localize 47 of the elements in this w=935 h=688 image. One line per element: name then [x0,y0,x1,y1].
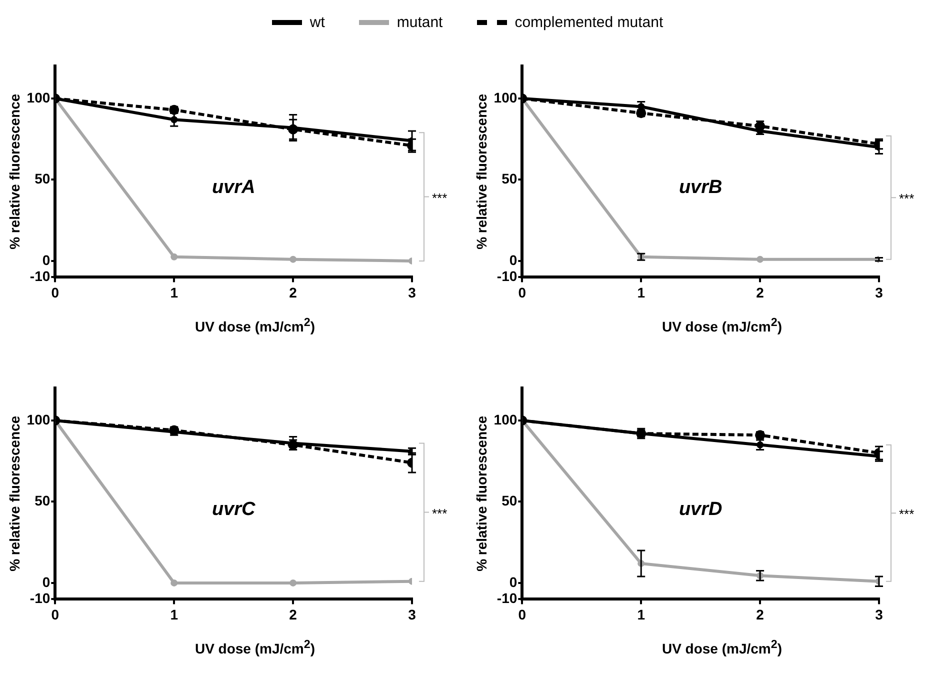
y-tick-label: -10 [30,590,50,606]
x-tick-label: 1 [170,284,178,300]
y-axis-title: % relative fluorescence [473,416,490,572]
y-tick-label: 50 [502,170,518,187]
x-tick-label: 3 [408,284,416,300]
text: *** [899,191,914,206]
x-tick-label: 3 [875,284,884,300]
y-axis-title: % relative fluorescence [6,416,22,572]
y-tick-label: 0 [42,252,50,268]
legend-label: complemented mutant [514,14,664,30]
y-tick-label: 50 [34,170,50,187]
x-tick-label: 3 [408,606,416,622]
x-tick-label: 2 [756,606,764,622]
y-axis-title: % relative fluorescence [6,94,22,250]
legend-label: wt [310,14,325,30]
x-tick-label: 2 [289,284,298,300]
x-tick-label: 3 [875,606,884,622]
text: *** [432,506,448,521]
annotation: uvrD [678,499,722,520]
annotation: uvrA [212,177,256,198]
x-axis-title: UV dose (mJ/cm$^{2}$) [660,638,784,657]
annotation: uvrB [678,177,722,198]
x-axis-title: UV dose (mJ/cm$^{2}$) [194,638,316,657]
y-tick-label: -10 [496,590,518,606]
y-tick-label: 100 [26,411,50,428]
y-tick-label: 0 [509,252,518,268]
x-tick-label: 2 [756,284,764,300]
annotation: uvrC [212,499,256,520]
y-tick-label: -10 [496,268,518,284]
y-tick-label: -10 [30,268,50,284]
y-tick-label: 50 [502,492,518,509]
y-tick-label: 50 [34,492,50,509]
x-axis-title: UV dose (mJ/cm$^{2}$) [660,316,784,335]
y-tick-label: 0 [42,574,50,590]
x-axis-title: UV dose (mJ/cm$^{2}$) [194,316,316,335]
x-tick-label: 2 [289,606,298,622]
x-tick-label: 1 [637,284,646,300]
x-tick-label: 1 [170,606,178,622]
y-tick-label: 100 [26,89,50,106]
y-tick-label: 0 [509,574,518,590]
text: *** [432,190,448,206]
legend-label: mutant [396,14,443,30]
y-tick-label: 100 [494,89,518,106]
x-tick-label: 1 [637,606,646,622]
y-tick-label: 100 [494,411,518,428]
y-axis-title: % relative fluorescence [473,94,490,250]
text: *** [899,506,914,522]
